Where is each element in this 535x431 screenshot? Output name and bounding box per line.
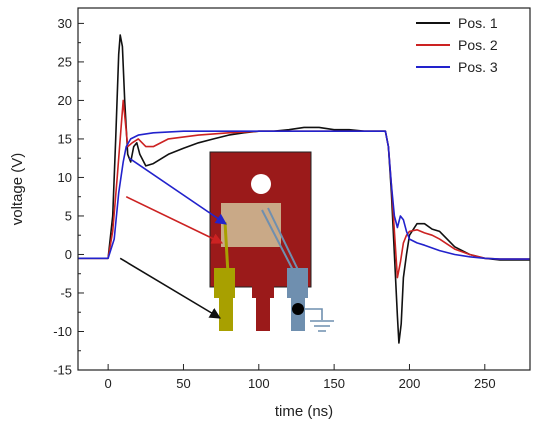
- mounting-hole: [251, 174, 271, 194]
- ground-symbol: [304, 308, 334, 332]
- axis-ticks: 0 50 100 150 200 250 -15 -10 -5 0 5 10 15 20 25 30: [53, 16, 495, 391]
- ground-node: [292, 303, 304, 315]
- lead-right-top: [287, 268, 308, 298]
- x-tick-label: 100: [248, 376, 270, 391]
- die-area: [221, 203, 281, 247]
- x-tick-label: 150: [323, 376, 345, 391]
- plot-content: [78, 34, 530, 344]
- legend-label-pos-3: Pos. 3: [458, 59, 498, 75]
- y-tick-label: -10: [53, 324, 72, 339]
- x-axis-title: time (ns): [275, 403, 333, 420]
- arrow-pos-3: [128, 157, 227, 225]
- device-inset: [209, 151, 334, 332]
- arrow-pos-1: [119, 257, 221, 319]
- lead-middle: [256, 296, 270, 331]
- x-tick-label: 50: [176, 376, 190, 391]
- y-tick-label: -15: [53, 363, 72, 378]
- y-tick-label: 30: [58, 16, 72, 31]
- lead-left-top: [214, 268, 235, 298]
- x-tick-label: 250: [474, 376, 496, 391]
- legend: Pos. 1 Pos. 2 Pos. 3: [416, 15, 498, 75]
- y-tick-label: 20: [58, 93, 72, 108]
- y-tick-label: -5: [60, 285, 72, 300]
- x-tick-label: 200: [399, 376, 421, 391]
- legend-label-pos-1: Pos. 1: [458, 15, 498, 31]
- bond-wire-left: [223, 221, 230, 275]
- y-tick-label: 5: [65, 208, 72, 223]
- plot-frame: [77, 7, 531, 371]
- y-tick-label: 25: [58, 54, 72, 69]
- y-tick-label: 0: [65, 247, 72, 262]
- legend-label-pos-2: Pos. 2: [458, 37, 498, 53]
- series-line-pos-1: [78, 34, 530, 344]
- arrow-pos-2: [125, 195, 224, 244]
- y-tick-label: 10: [58, 170, 72, 185]
- y-axis-title: voltage (V): [9, 153, 26, 226]
- y-tick-label: 15: [58, 131, 72, 146]
- lead-left: [219, 296, 233, 331]
- series-line-pos-3: [78, 130, 530, 260]
- inset-arrows: [119, 157, 227, 319]
- x-tick-label: 0: [105, 376, 112, 391]
- lead-middle-top: [252, 268, 274, 298]
- bond-wire-right: [261, 207, 301, 275]
